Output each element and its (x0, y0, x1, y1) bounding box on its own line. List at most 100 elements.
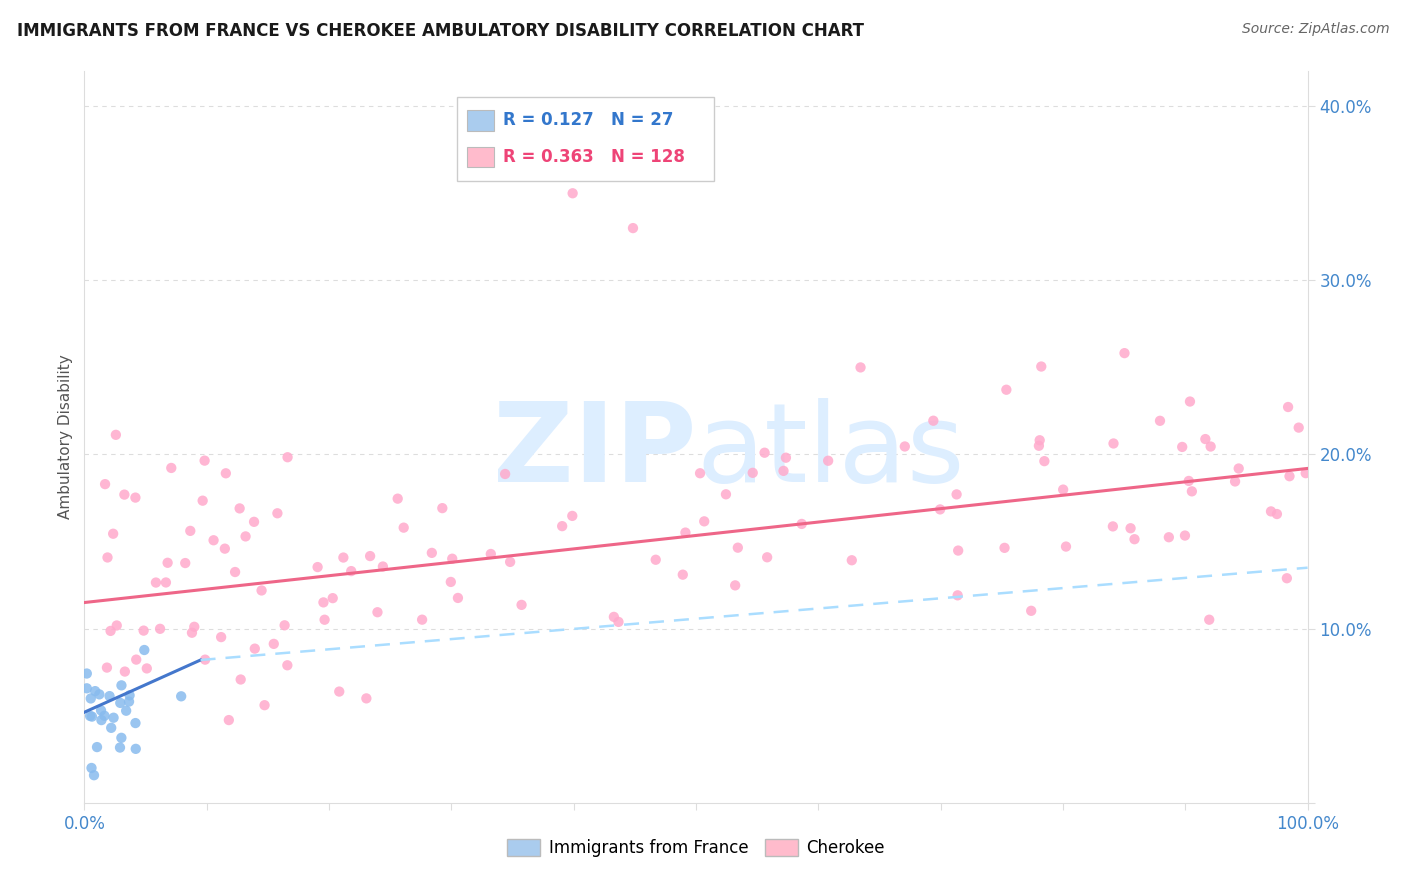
Point (754, 446, 776, 460)
Text: R = 0.127   N = 27: R = 0.127 N = 27 (503, 112, 673, 129)
Point (1223, 475, 1246, 489)
Point (89, 687, 111, 701)
Point (644, 553, 666, 567)
Point (110, 731, 132, 745)
Point (775, 450, 797, 465)
Point (174, 556, 197, 570)
Point (1028, 434, 1050, 448)
Point (124, 491, 146, 505)
Point (1157, 530, 1180, 544)
Point (1277, 400, 1299, 414)
Point (561, 508, 583, 523)
Point (263, 637, 285, 651)
Point (76, 666, 98, 681)
Point (156, 556, 179, 570)
Point (112, 487, 135, 501)
Point (411, 613, 433, 627)
Point (741, 466, 763, 480)
Point (243, 641, 266, 656)
Point (392, 521, 415, 535)
Point (202, 533, 225, 548)
Point (1198, 613, 1220, 627)
Point (276, 658, 298, 673)
Point (94, 477, 117, 491)
Point (1028, 439, 1050, 453)
Point (945, 487, 967, 501)
Point (110, 678, 132, 692)
Point (273, 618, 295, 632)
Point (1033, 454, 1056, 468)
Y-axis label: Ambulatory Disability: Ambulatory Disability (58, 355, 73, 519)
Point (1149, 414, 1171, 428)
Point (194, 453, 217, 467)
Point (359, 549, 381, 563)
Point (179, 524, 201, 538)
Point (155, 575, 177, 590)
Point (1178, 394, 1201, 409)
Point (1102, 436, 1125, 450)
Point (229, 673, 252, 687)
Point (103, 711, 125, 725)
Point (440, 574, 463, 589)
Point (108, 740, 131, 755)
Point (307, 560, 329, 574)
Point (215, 467, 238, 481)
Point (929, 502, 952, 516)
Point (83, 768, 105, 782)
Point (1275, 571, 1298, 585)
Point (1194, 432, 1216, 446)
Point (100, 624, 122, 638)
Point (266, 506, 288, 520)
Point (1174, 528, 1197, 542)
Point (209, 630, 232, 644)
Point (1054, 540, 1077, 554)
Point (243, 515, 266, 529)
FancyBboxPatch shape (467, 146, 494, 167)
Point (124, 716, 146, 731)
Point (96, 660, 118, 674)
Point (214, 541, 236, 556)
Point (235, 529, 257, 543)
Point (90, 713, 112, 727)
Point (160, 461, 183, 475)
FancyBboxPatch shape (467, 110, 494, 130)
Point (1052, 483, 1074, 497)
Point (170, 690, 193, 704)
Point (183, 620, 205, 634)
Point (80, 691, 103, 706)
Point (1019, 604, 1042, 618)
Point (105, 618, 128, 632)
Point (790, 516, 813, 531)
Point (551, 519, 574, 533)
Point (84, 684, 107, 698)
Point (1295, 466, 1317, 480)
Point (93, 708, 115, 723)
Point (104, 427, 127, 442)
Point (322, 591, 344, 606)
Point (332, 550, 354, 565)
Point (340, 564, 363, 578)
Point (1171, 440, 1194, 454)
Point (90, 703, 112, 717)
Point (228, 501, 250, 516)
Point (420, 546, 443, 560)
Point (689, 467, 711, 481)
Point (432, 501, 454, 516)
Point (191, 493, 214, 508)
Point (1199, 440, 1222, 454)
Point (125, 652, 148, 666)
Point (1278, 469, 1301, 483)
Point (1227, 461, 1250, 475)
Point (510, 598, 533, 612)
Text: ZIP: ZIP (492, 398, 696, 505)
Point (724, 578, 747, 592)
Point (366, 605, 388, 619)
Point (672, 567, 695, 582)
Point (101, 526, 124, 541)
Point (946, 543, 969, 558)
FancyBboxPatch shape (457, 97, 714, 181)
Point (1102, 519, 1125, 533)
Point (946, 588, 969, 602)
Point (118, 695, 141, 709)
Point (194, 653, 217, 667)
